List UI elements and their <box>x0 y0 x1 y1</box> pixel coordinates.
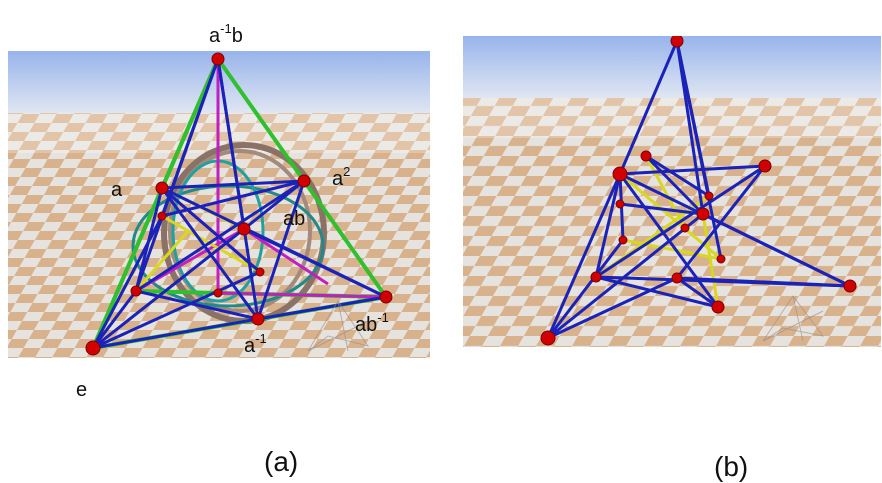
vertex-b-left-mid <box>618 235 628 245</box>
label-a-inv: a-1 <box>244 331 267 357</box>
vertex-ab <box>237 222 251 236</box>
vertex-inner-3 <box>255 267 265 277</box>
vertices-b <box>540 36 857 346</box>
vertex-b-left <box>540 330 556 346</box>
vertex-e <box>85 340 101 356</box>
label-ab-inv: ab-1 <box>355 310 389 336</box>
blue-edges <box>91 58 387 350</box>
panel-b-scene <box>463 36 881 347</box>
vertex-b-right-upper <box>758 159 772 173</box>
vertex-b-bottom-inner <box>671 272 683 284</box>
vertices <box>85 52 393 356</box>
vertex-a2 <box>297 174 311 188</box>
blue-edges-b <box>546 40 851 340</box>
vertex-b-right-mid <box>716 254 726 264</box>
panel-b-render <box>463 36 881 347</box>
vertex-b-left-upper <box>612 166 628 182</box>
label-e: e <box>76 379 88 401</box>
floor-shadow <box>307 300 370 352</box>
vertex-a <box>155 181 169 195</box>
vertex-inner-2 <box>157 211 167 221</box>
floor-shadow-b <box>762 295 825 342</box>
vertex-b-right <box>843 279 857 293</box>
panel-a-render <box>8 51 430 358</box>
label-a-inv-b: a-1b <box>209 21 243 47</box>
vertex-b-top <box>670 36 684 48</box>
label-ab: ab <box>283 208 306 230</box>
vertex-b-inner <box>680 223 690 233</box>
vertex-b-upper-inner <box>640 150 652 162</box>
vertex-b-center <box>696 207 710 221</box>
caption-b: (b) <box>714 451 749 482</box>
vertex-b-left-inner <box>590 271 602 283</box>
vertex-a-inv-b <box>211 52 225 66</box>
label-a: a <box>111 179 123 201</box>
vertex-b-bottom <box>711 300 725 314</box>
panel-a-scene <box>8 51 430 358</box>
vertex-inner-4 <box>213 288 223 298</box>
caption-a: (a) <box>264 446 299 477</box>
label-a2: a2 <box>332 164 351 190</box>
ring-brown-2 <box>168 149 312 313</box>
vertex-b-center-upper <box>704 191 714 201</box>
vertex-ab-inv <box>379 290 393 304</box>
vertex-inner-1 <box>130 285 142 297</box>
vertex-a-inv <box>251 312 265 326</box>
vertex-b-left-low <box>615 199 625 209</box>
